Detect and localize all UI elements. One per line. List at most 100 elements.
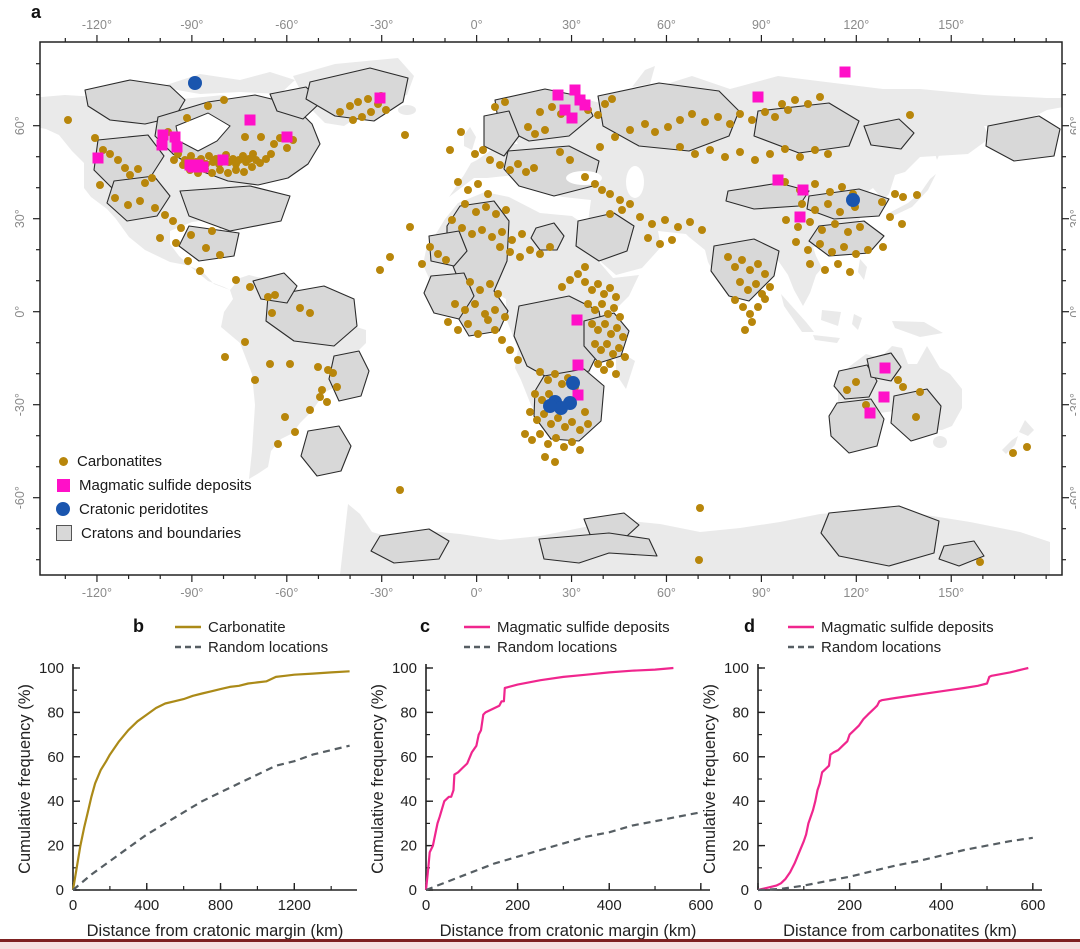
carbonatite-marker	[306, 406, 314, 414]
carbonatite-marker	[736, 110, 744, 118]
carbonatite-marker	[126, 171, 134, 179]
carbonatite-marker	[316, 393, 324, 401]
craton-box-icon	[56, 525, 72, 541]
carbonatite-marker	[501, 98, 509, 106]
carbonatite-marker	[296, 304, 304, 312]
map-lat-label: 60°	[1068, 116, 1076, 135]
sulfide-deposit-marker	[244, 114, 256, 126]
carbonatite-marker	[836, 208, 844, 216]
sulfide-deposit-marker	[157, 129, 169, 141]
carbonatite-marker	[886, 213, 894, 221]
carbonatite-marker	[530, 164, 538, 172]
carbonatite-marker	[731, 296, 739, 304]
carbonatite-marker	[862, 401, 870, 409]
carbonatite-marker	[752, 280, 760, 288]
carbonatite-marker	[619, 333, 627, 341]
carbonatite-marker	[828, 248, 836, 256]
chart-panel-d: 0 200 400 600 0 20 40 60 80 100 Distance from carb…	[701, 616, 1045, 940]
carbonatite-marker	[606, 210, 614, 218]
carbonatite-marker	[741, 326, 749, 334]
carbonatite-marker	[251, 376, 259, 384]
sulfide-deposit-marker	[572, 389, 584, 401]
carbonatite-marker	[540, 410, 548, 418]
sulfide-deposit-marker	[797, 184, 809, 196]
carbonatite-marker	[464, 186, 472, 194]
carbonatite-marker	[574, 270, 582, 278]
legend-series-label: Carbonatite	[208, 619, 286, 636]
carbonatite-marker	[488, 233, 496, 241]
carbonatite-marker	[612, 370, 620, 378]
carbonatite-marker	[576, 426, 584, 434]
carbonatite-marker	[834, 260, 842, 268]
carbonatite-marker	[576, 446, 584, 454]
y-tick-label: 40	[400, 793, 417, 810]
carbonatite-marker	[318, 386, 326, 394]
carbonatite-marker	[906, 111, 914, 119]
carbonatite-marker	[806, 218, 814, 226]
carbonatite-marker	[382, 106, 390, 114]
carbonatite-marker	[491, 103, 499, 111]
carbonatite-marker	[286, 360, 294, 368]
carbonatite-marker	[479, 146, 487, 154]
carbonatite-marker	[148, 174, 156, 182]
map-lat-label: -30°	[13, 393, 27, 416]
carbonatite-marker	[811, 180, 819, 188]
carbonatite-marker	[852, 378, 860, 386]
carbonatite-marker	[466, 278, 474, 286]
carbonatite-marker	[241, 338, 249, 346]
carbonatite-marker	[524, 123, 532, 131]
legend-series-label: Random locations	[497, 639, 617, 656]
carbonatite-marker	[502, 206, 510, 214]
carbonatite-marker	[454, 326, 462, 334]
sulfide-deposit-marker	[839, 66, 851, 78]
carbonatite-marker	[566, 276, 574, 284]
panel-letter: d	[744, 616, 755, 636]
x-tick-label: 200	[505, 897, 530, 914]
carbonatite-marker	[736, 148, 744, 156]
sulfide-deposit-marker	[217, 154, 229, 166]
carbonatite-marker	[604, 310, 612, 318]
carbonatite-marker	[401, 131, 409, 139]
y-tick-label: 40	[732, 793, 749, 810]
carbonatite-marker	[533, 416, 541, 424]
carbonatite-marker	[492, 210, 500, 218]
carbonatite-marker	[554, 414, 562, 422]
sulfide-deposit-marker	[571, 314, 583, 326]
carbonatite-marker	[804, 100, 812, 108]
carbonatite-marker	[239, 152, 247, 160]
carbonatite-marker	[446, 146, 454, 154]
sulfide-deposit-marker	[92, 152, 104, 164]
carbonatite-marker	[246, 283, 254, 291]
carbonatite-marker	[626, 200, 634, 208]
carbonatite-marker	[336, 108, 344, 116]
carbonatite-marker	[746, 310, 754, 318]
carbonatite-marker	[568, 438, 576, 446]
carbonatite-marker	[698, 226, 706, 234]
series-data-line	[757, 666, 1029, 892]
x-tick-label: 200	[837, 897, 862, 914]
carbonatite-marker	[606, 284, 614, 292]
carbonatite-marker	[172, 239, 180, 247]
carbonatite-marker	[668, 236, 676, 244]
sulfide-deposit-marker	[579, 99, 591, 111]
carbonatite-marker	[840, 243, 848, 251]
carbonatite-marker	[641, 120, 649, 128]
carbonatite-marker	[187, 231, 195, 239]
carbonatite-marker	[609, 350, 617, 358]
chart-panel-c: 0 200 400 600 0 20 40 60 80 100 Distance from crat…	[369, 616, 713, 940]
carbonatite-marker	[531, 390, 539, 398]
carbonatite-marker	[746, 266, 754, 274]
series-random-line	[757, 836, 1033, 892]
carbonatite-marker	[536, 368, 544, 376]
carbonatite-marker	[281, 413, 289, 421]
carbonatite-marker	[738, 256, 746, 264]
carbonatite-marker	[266, 360, 274, 368]
carbonatite-marker	[358, 113, 366, 121]
carbonatite-marker	[491, 306, 499, 314]
map-legend: Carbonatites Magmatic sulfide deposits C…	[56, 449, 252, 545]
panel-a-label: a	[31, 2, 42, 22]
y-tick-label: 80	[732, 704, 749, 721]
legend-label: Cratonic peridotites	[79, 500, 209, 518]
carbonatite-marker	[879, 243, 887, 251]
page-bottom-border	[0, 939, 1080, 949]
